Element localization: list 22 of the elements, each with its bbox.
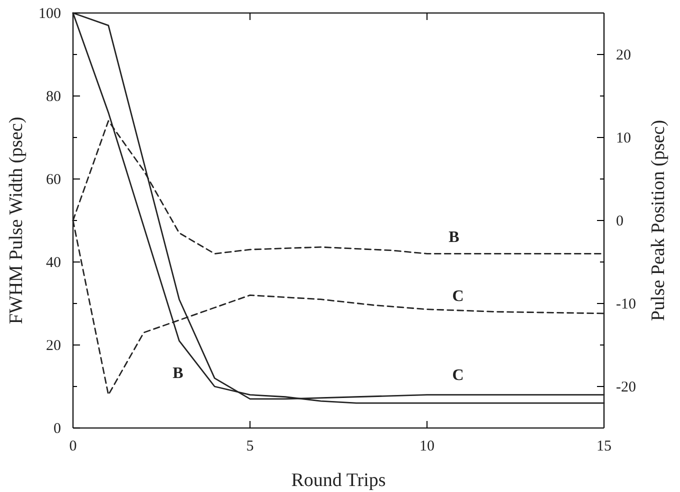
y2-tick-label: 20 <box>616 47 631 64</box>
y2-tick-label: 10 <box>616 130 631 146</box>
y-tick-label: 20 <box>46 338 61 354</box>
y2-tick-label: 0 <box>616 213 624 230</box>
y2-tick-label: -20 <box>616 379 636 396</box>
annotation: B <box>172 365 184 382</box>
y-tick-label: 80 <box>46 88 61 105</box>
annotation: B <box>448 229 460 246</box>
y-tick-label: 40 <box>46 254 61 271</box>
y2-axis-title: Pulse Peak Position (psec) <box>648 120 669 322</box>
annotation: C <box>452 367 464 384</box>
y-tick-label: 60 <box>46 172 61 188</box>
x-tick-label: 5 <box>246 438 254 455</box>
x-tick-label: 10 <box>420 438 434 455</box>
x-tick-label: 15 <box>596 438 612 455</box>
y-axis-title: FWHM Pulse Width (psec) <box>6 116 27 324</box>
x-axis-title: Round Trips <box>291 470 386 491</box>
y-tick-label: 0 <box>54 420 61 437</box>
y-tick-label: 100 <box>38 6 61 22</box>
x-tick-label: 0 <box>69 438 77 455</box>
y2-tick-label: -10 <box>616 296 636 312</box>
annotation: C <box>452 288 464 305</box>
